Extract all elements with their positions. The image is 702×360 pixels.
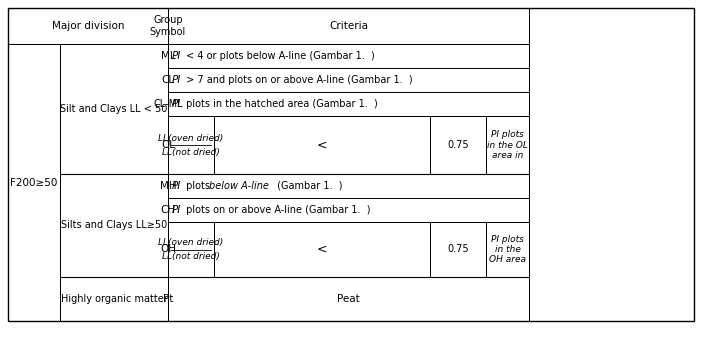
Text: LL(oven dried): LL(oven dried) xyxy=(159,134,224,143)
Text: Silt and Clays LL < 50: Silt and Clays LL < 50 xyxy=(60,104,168,114)
Text: 0.75: 0.75 xyxy=(447,244,469,255)
Text: ML: ML xyxy=(161,51,176,61)
Text: LL(oven dried): LL(oven dried) xyxy=(159,238,224,247)
Text: OH: OH xyxy=(160,244,176,255)
Text: PI: PI xyxy=(172,181,181,191)
Text: LL(not dried): LL(not dried) xyxy=(162,148,220,157)
Bar xyxy=(60,44,168,174)
Text: PI: PI xyxy=(172,75,181,85)
Text: 0.75: 0.75 xyxy=(447,140,469,150)
Text: CH: CH xyxy=(161,205,176,215)
Text: PI: PI xyxy=(172,99,181,109)
Bar xyxy=(8,44,60,321)
Text: <: < xyxy=(317,243,327,256)
Text: CL-ML: CL-ML xyxy=(153,99,183,109)
Text: > 7 and plots on or above A-line (Gambar 1.  ): > 7 and plots on or above A-line (Gambar… xyxy=(183,75,413,85)
Bar xyxy=(60,174,168,277)
Text: PI plots
in the
OH area: PI plots in the OH area xyxy=(489,235,526,264)
Text: Major division: Major division xyxy=(52,21,124,31)
Bar xyxy=(168,277,529,321)
Text: below A-line: below A-line xyxy=(209,181,269,191)
Text: PI plots
in the OL
area in: PI plots in the OL area in xyxy=(487,130,528,160)
Text: PI: PI xyxy=(172,205,181,215)
Text: Group
Symbol: Group Symbol xyxy=(150,15,186,37)
Text: Silts and Clays LL≥50: Silts and Clays LL≥50 xyxy=(61,220,167,230)
Text: plots in the hatched area (Gambar 1.  ): plots in the hatched area (Gambar 1. ) xyxy=(183,99,378,109)
Text: LL(not dried): LL(not dried) xyxy=(162,252,220,261)
Bar xyxy=(8,8,694,321)
Text: (Gambar 1.  ): (Gambar 1. ) xyxy=(274,181,343,191)
Text: CL: CL xyxy=(161,75,175,85)
Bar xyxy=(60,277,168,321)
Text: < 4 or plots below A-line (Gambar 1.  ): < 4 or plots below A-line (Gambar 1. ) xyxy=(183,51,375,61)
Text: PI: PI xyxy=(172,51,181,61)
Text: plots on or above A-line (Gambar 1.  ): plots on or above A-line (Gambar 1. ) xyxy=(183,205,371,215)
Text: Pt: Pt xyxy=(163,294,173,304)
Text: MH: MH xyxy=(159,181,176,191)
Text: Highly organic matter: Highly organic matter xyxy=(60,294,167,304)
Text: plots: plots xyxy=(183,181,213,191)
Text: Peat: Peat xyxy=(337,294,360,304)
Text: Criteria: Criteria xyxy=(329,21,368,31)
Text: <: < xyxy=(317,139,327,152)
Bar xyxy=(8,8,694,321)
Text: F200≥50: F200≥50 xyxy=(11,177,58,188)
Text: OL: OL xyxy=(161,140,175,150)
